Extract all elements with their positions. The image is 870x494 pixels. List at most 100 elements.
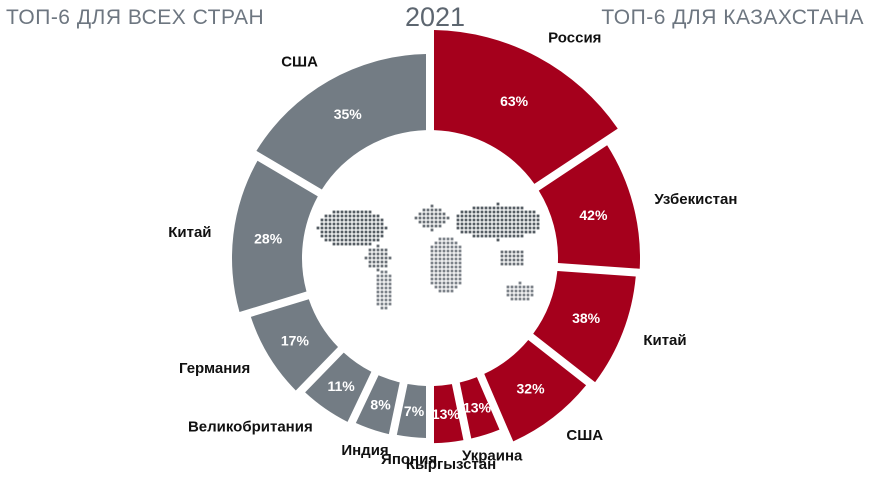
segment-left-2 xyxy=(250,299,339,391)
map-dot xyxy=(344,218,348,222)
map-dot xyxy=(500,234,504,238)
map-dot xyxy=(506,293,510,297)
map-dot xyxy=(458,277,462,281)
map-dot xyxy=(364,256,368,260)
map-dot xyxy=(328,234,332,238)
map-dot xyxy=(438,237,442,241)
map-dot xyxy=(438,241,442,245)
map-dot xyxy=(512,210,516,214)
map-dot xyxy=(348,210,352,214)
map-dot xyxy=(506,285,510,289)
map-dot xyxy=(360,242,364,246)
map-dot xyxy=(376,294,380,298)
map-dot xyxy=(458,249,462,253)
map-dot xyxy=(484,206,488,210)
category-label-right-3: США xyxy=(566,427,603,444)
category-label-left-2: Германия xyxy=(179,360,250,377)
map-dot xyxy=(532,218,536,222)
map-dot xyxy=(430,228,434,232)
map-dot xyxy=(328,222,332,226)
map-dot xyxy=(512,218,516,222)
map-dot xyxy=(438,269,442,273)
map-dot xyxy=(488,218,492,222)
map-dot xyxy=(512,254,516,258)
map-dot xyxy=(524,222,528,226)
map-dot xyxy=(434,253,438,257)
map-dot xyxy=(320,226,324,230)
map-dot xyxy=(352,234,356,238)
map-dot xyxy=(348,214,352,218)
map-dot xyxy=(348,218,352,222)
map-dot xyxy=(524,214,528,218)
map-dot xyxy=(388,256,392,260)
map-dot xyxy=(480,218,484,222)
map-dot xyxy=(368,248,372,252)
map-dot xyxy=(504,234,508,238)
map-dot xyxy=(454,261,458,265)
map-dot xyxy=(526,297,530,301)
map-dot xyxy=(508,218,512,222)
map-dot xyxy=(504,218,508,222)
map-dot xyxy=(504,206,508,210)
map-dot xyxy=(532,214,536,218)
map-dot xyxy=(438,208,442,212)
map-dot xyxy=(360,210,364,214)
map-dot xyxy=(336,210,340,214)
map-dot xyxy=(336,234,340,238)
map-dot xyxy=(384,302,388,306)
map-dot xyxy=(528,230,532,234)
map-dot xyxy=(430,281,434,285)
map-dot xyxy=(434,245,438,249)
segment-left-1 xyxy=(231,160,318,312)
map-dot xyxy=(344,238,348,242)
map-dot xyxy=(426,224,430,228)
map-dot xyxy=(430,277,434,281)
map-dot xyxy=(418,212,422,216)
map-dot xyxy=(376,264,380,268)
map-dot xyxy=(488,226,492,230)
map-dot xyxy=(514,293,518,297)
map-dot xyxy=(532,226,536,230)
map-dot xyxy=(368,230,372,234)
map-dot xyxy=(476,206,480,210)
map-dot xyxy=(388,290,392,294)
map-dot xyxy=(368,242,372,246)
map-dot xyxy=(434,224,438,228)
map-dot xyxy=(446,269,450,273)
segment-left-0 xyxy=(256,54,427,190)
map-dot xyxy=(460,214,464,218)
map-dot xyxy=(352,222,356,226)
map-dot xyxy=(434,273,438,277)
map-dot xyxy=(328,238,332,242)
map-dot xyxy=(458,261,462,265)
map-dot xyxy=(518,289,522,293)
map-dot xyxy=(368,210,372,214)
map-dot xyxy=(500,222,504,226)
map-dot xyxy=(356,230,360,234)
map-dot xyxy=(442,269,446,273)
map-dot xyxy=(458,269,462,273)
map-dot xyxy=(508,226,512,230)
map-dot xyxy=(324,234,328,238)
map-dot xyxy=(380,260,384,264)
map-dot xyxy=(376,230,380,234)
map-dot xyxy=(434,277,438,281)
map-dot xyxy=(504,250,508,254)
map-dot xyxy=(512,222,516,226)
map-dot xyxy=(484,210,488,214)
map-dot xyxy=(476,210,480,214)
map-dot xyxy=(472,230,476,234)
map-dot xyxy=(464,210,468,214)
map-dot xyxy=(434,208,438,212)
category-label-left-0: США xyxy=(281,54,318,71)
map-dot xyxy=(450,261,454,265)
map-dot xyxy=(454,273,458,277)
map-dot xyxy=(328,218,332,222)
map-dot xyxy=(372,230,376,234)
map-dot xyxy=(430,212,434,216)
map-dot xyxy=(442,220,446,224)
map-dot xyxy=(434,249,438,253)
map-dot xyxy=(368,256,372,260)
map-dot xyxy=(368,214,372,218)
map-dot xyxy=(380,234,384,238)
